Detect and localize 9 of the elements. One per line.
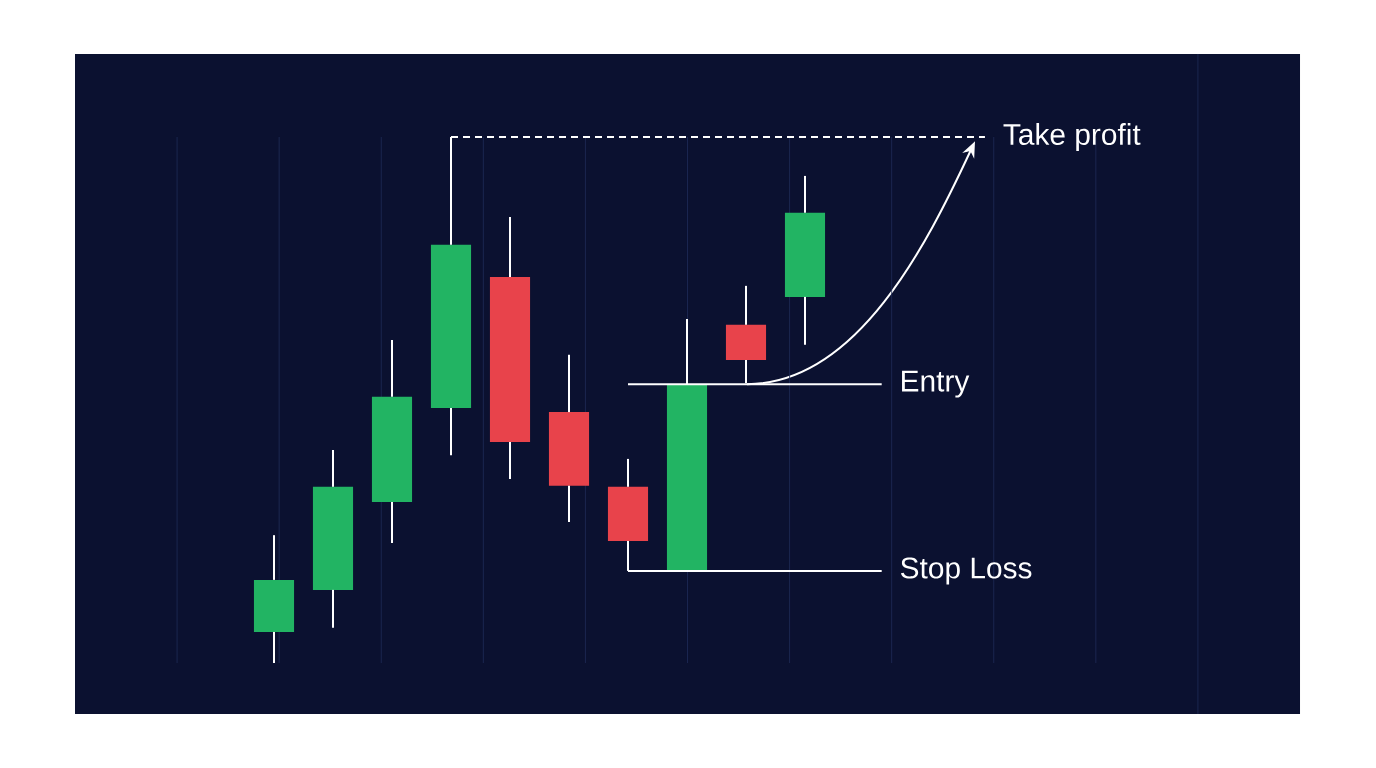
candlestick [371, 339, 413, 545]
candlestick [253, 534, 295, 664]
ref-line-label: Entry [902, 370, 970, 398]
candlestick [784, 174, 826, 346]
candlestick [489, 215, 531, 480]
candlestick [548, 353, 590, 524]
candlestick [312, 448, 354, 629]
ref-line-label: Take profit [1003, 123, 1141, 151]
ref-line-label: Stop Loss [900, 557, 1032, 585]
